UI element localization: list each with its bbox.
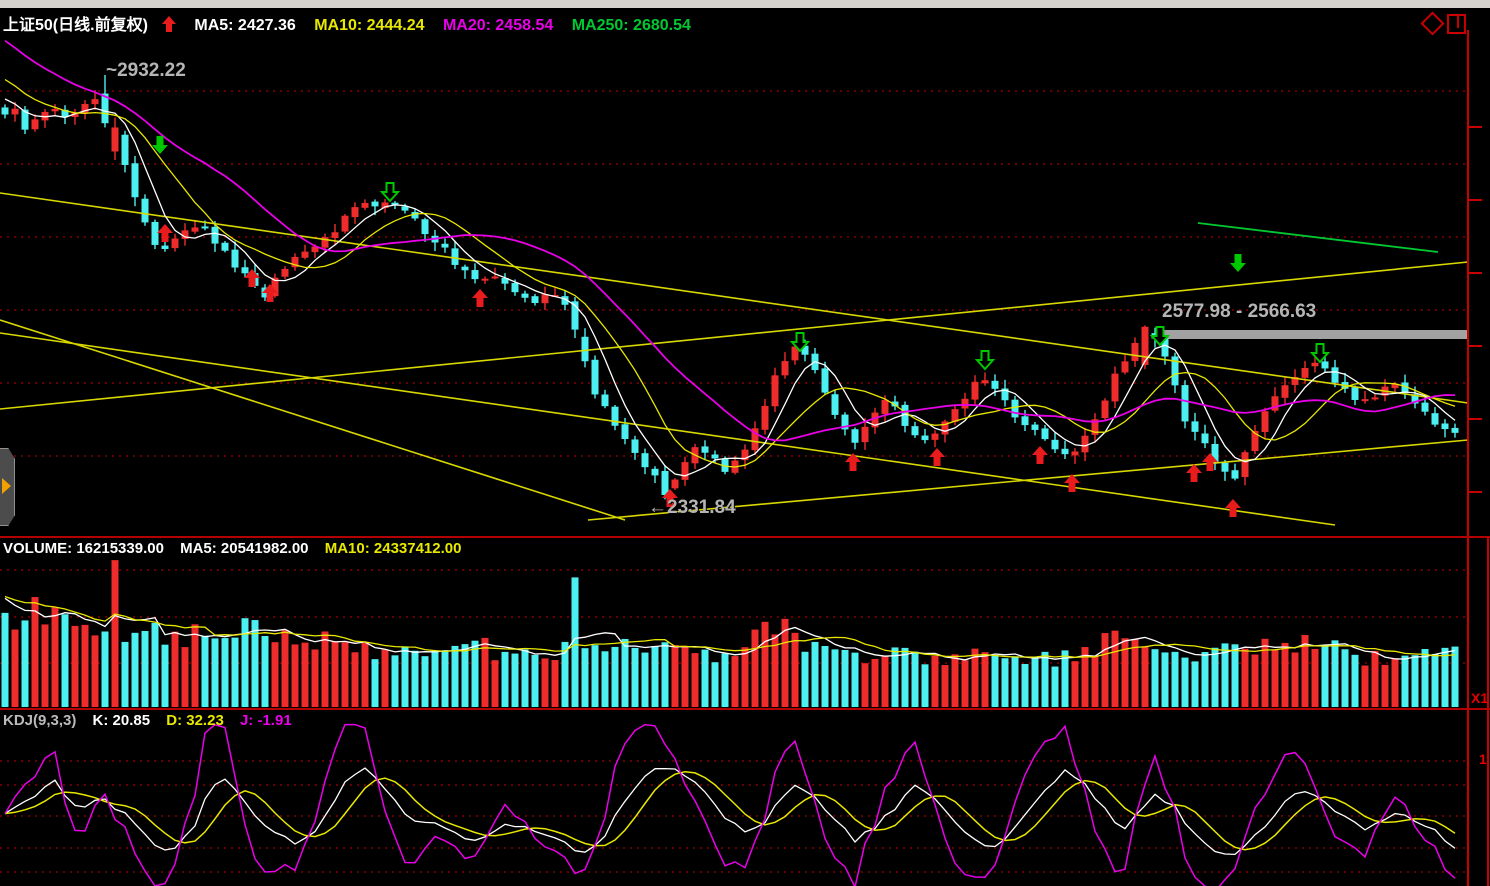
- instrument-title: 上证50(日线.前复权): [3, 17, 148, 34]
- kdj-pane[interactable]: [0, 710, 1490, 886]
- kdj-axis-label: 1: [1479, 751, 1487, 767]
- pane-divider-1: [0, 536, 1490, 538]
- volume-header: VOLUME: 16215339.00 MA5: 20541982.00 MA1…: [3, 540, 473, 557]
- split-window-icon[interactable]: [1447, 14, 1466, 34]
- volume-value: VOLUME: 16215339.00: [3, 540, 164, 557]
- expand-arrow-icon: [2, 478, 11, 494]
- ma250-value: MA250: 2680.54: [571, 17, 691, 34]
- volume-pane[interactable]: [0, 538, 1490, 713]
- kdj-j-value: J: -1.91: [239, 712, 292, 729]
- volume-ma5-value: MA5: 20541982.00: [180, 540, 309, 557]
- kdj-name: KDJ(9,3,3): [3, 712, 77, 729]
- volume-ma10-value: MA10: 24337412.00: [324, 540, 462, 557]
- panel-expand-handle[interactable]: [0, 448, 15, 526]
- up-arrow-icon: [161, 16, 176, 34]
- ma20-value: MA20: 2458.54: [442, 17, 554, 34]
- kdj-k-value: K: 20.85: [92, 712, 151, 729]
- kdj-header: KDJ(9,3,3) K: 20.85 D: 32.23 J: -1.91: [3, 712, 304, 729]
- main-chart-header: 上证50(日线.前复权) MA5: 2427.36 MA10: 2444.24 …: [3, 11, 705, 35]
- window-top-edge: [0, 0, 1490, 8]
- kdj-d-value: D: 32.23: [166, 712, 224, 729]
- ma5-value: MA5: 2427.36: [194, 17, 296, 34]
- pane-divider-2: [0, 708, 1490, 710]
- ma10-value: MA10: 2444.24: [314, 17, 425, 34]
- x1-axis-label: X1: [1471, 690, 1489, 706]
- candlestick-pane[interactable]: [0, 30, 1490, 541]
